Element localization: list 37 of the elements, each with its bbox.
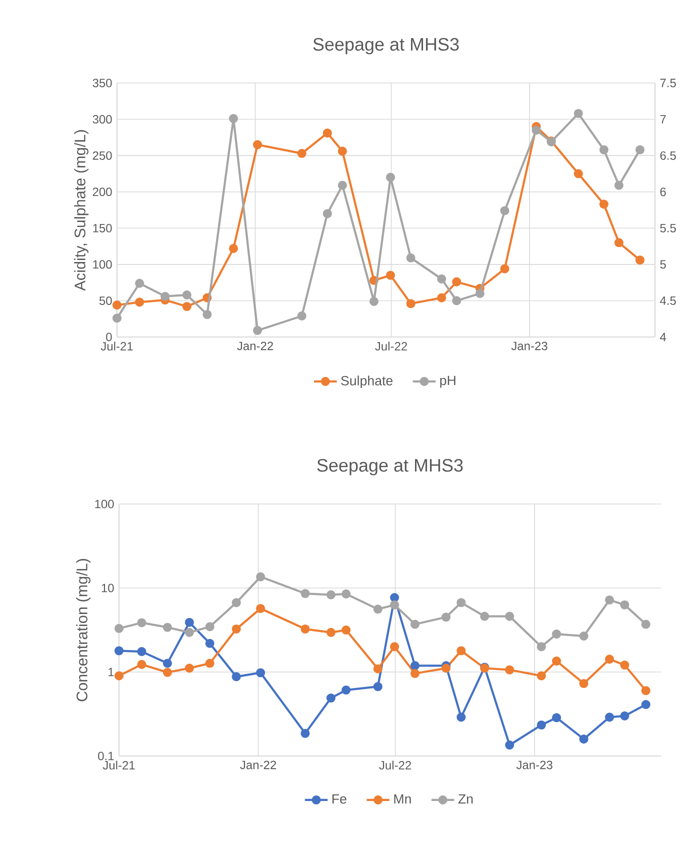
legend-label: Sulphate xyxy=(341,376,393,388)
y-tick-label: 50 xyxy=(99,296,112,305)
x-tick-label: Jul-22 xyxy=(379,760,412,770)
legend-label: Zn xyxy=(458,794,473,804)
x-tick-label: Jan-23 xyxy=(511,342,548,350)
x-tick-label: Jan-23 xyxy=(516,760,552,770)
y-axis-title: Acidity, Sulphate (mg/L) xyxy=(74,130,88,291)
y-tick-label: 200 xyxy=(92,188,112,196)
legend-label: Mn xyxy=(394,794,411,804)
y-tick-label: 300 xyxy=(92,115,112,124)
x-tick-label: Jul-22 xyxy=(375,342,407,351)
y-axis-title: Concentration (mg/L) xyxy=(76,558,90,702)
y-tick-label: 0 xyxy=(106,332,112,342)
y-tick-label: 350 xyxy=(92,78,112,88)
y2-tick-label: 5.5 xyxy=(660,224,676,232)
y2-tick-label: 6 xyxy=(660,188,666,196)
legend-label: Fe xyxy=(332,794,346,804)
x-tick-label: Jul-21 xyxy=(102,760,135,770)
y2-tick-label: 4 xyxy=(660,332,666,342)
x-tick-label: Jul-21 xyxy=(100,342,133,351)
x-tick-label: Jan-22 xyxy=(237,342,273,350)
y-tick-label: 100 xyxy=(93,260,112,269)
y-tick-label: 100 xyxy=(95,500,114,508)
legend-label: pH xyxy=(440,376,456,388)
x-tick-label: Jan-22 xyxy=(240,760,276,770)
y2-tick-label: 7 xyxy=(660,115,666,124)
y-tick-label: 150 xyxy=(93,224,112,232)
chart-title: Seepage at MHS3 xyxy=(317,458,463,476)
y-tick-label: 1 xyxy=(108,668,114,676)
y2-tick-label: 6.5 xyxy=(660,151,676,160)
chart-title: Seepage at MHS3 xyxy=(313,38,459,54)
y-tick-label: 10 xyxy=(102,584,114,592)
y-tick-label: 250 xyxy=(92,151,112,160)
y2-tick-label: 5 xyxy=(660,260,666,269)
y-tick-label: 0.1 xyxy=(98,752,114,760)
y2-tick-label: 4.5 xyxy=(660,296,676,305)
y2-tick-label: 7.5 xyxy=(660,78,676,88)
